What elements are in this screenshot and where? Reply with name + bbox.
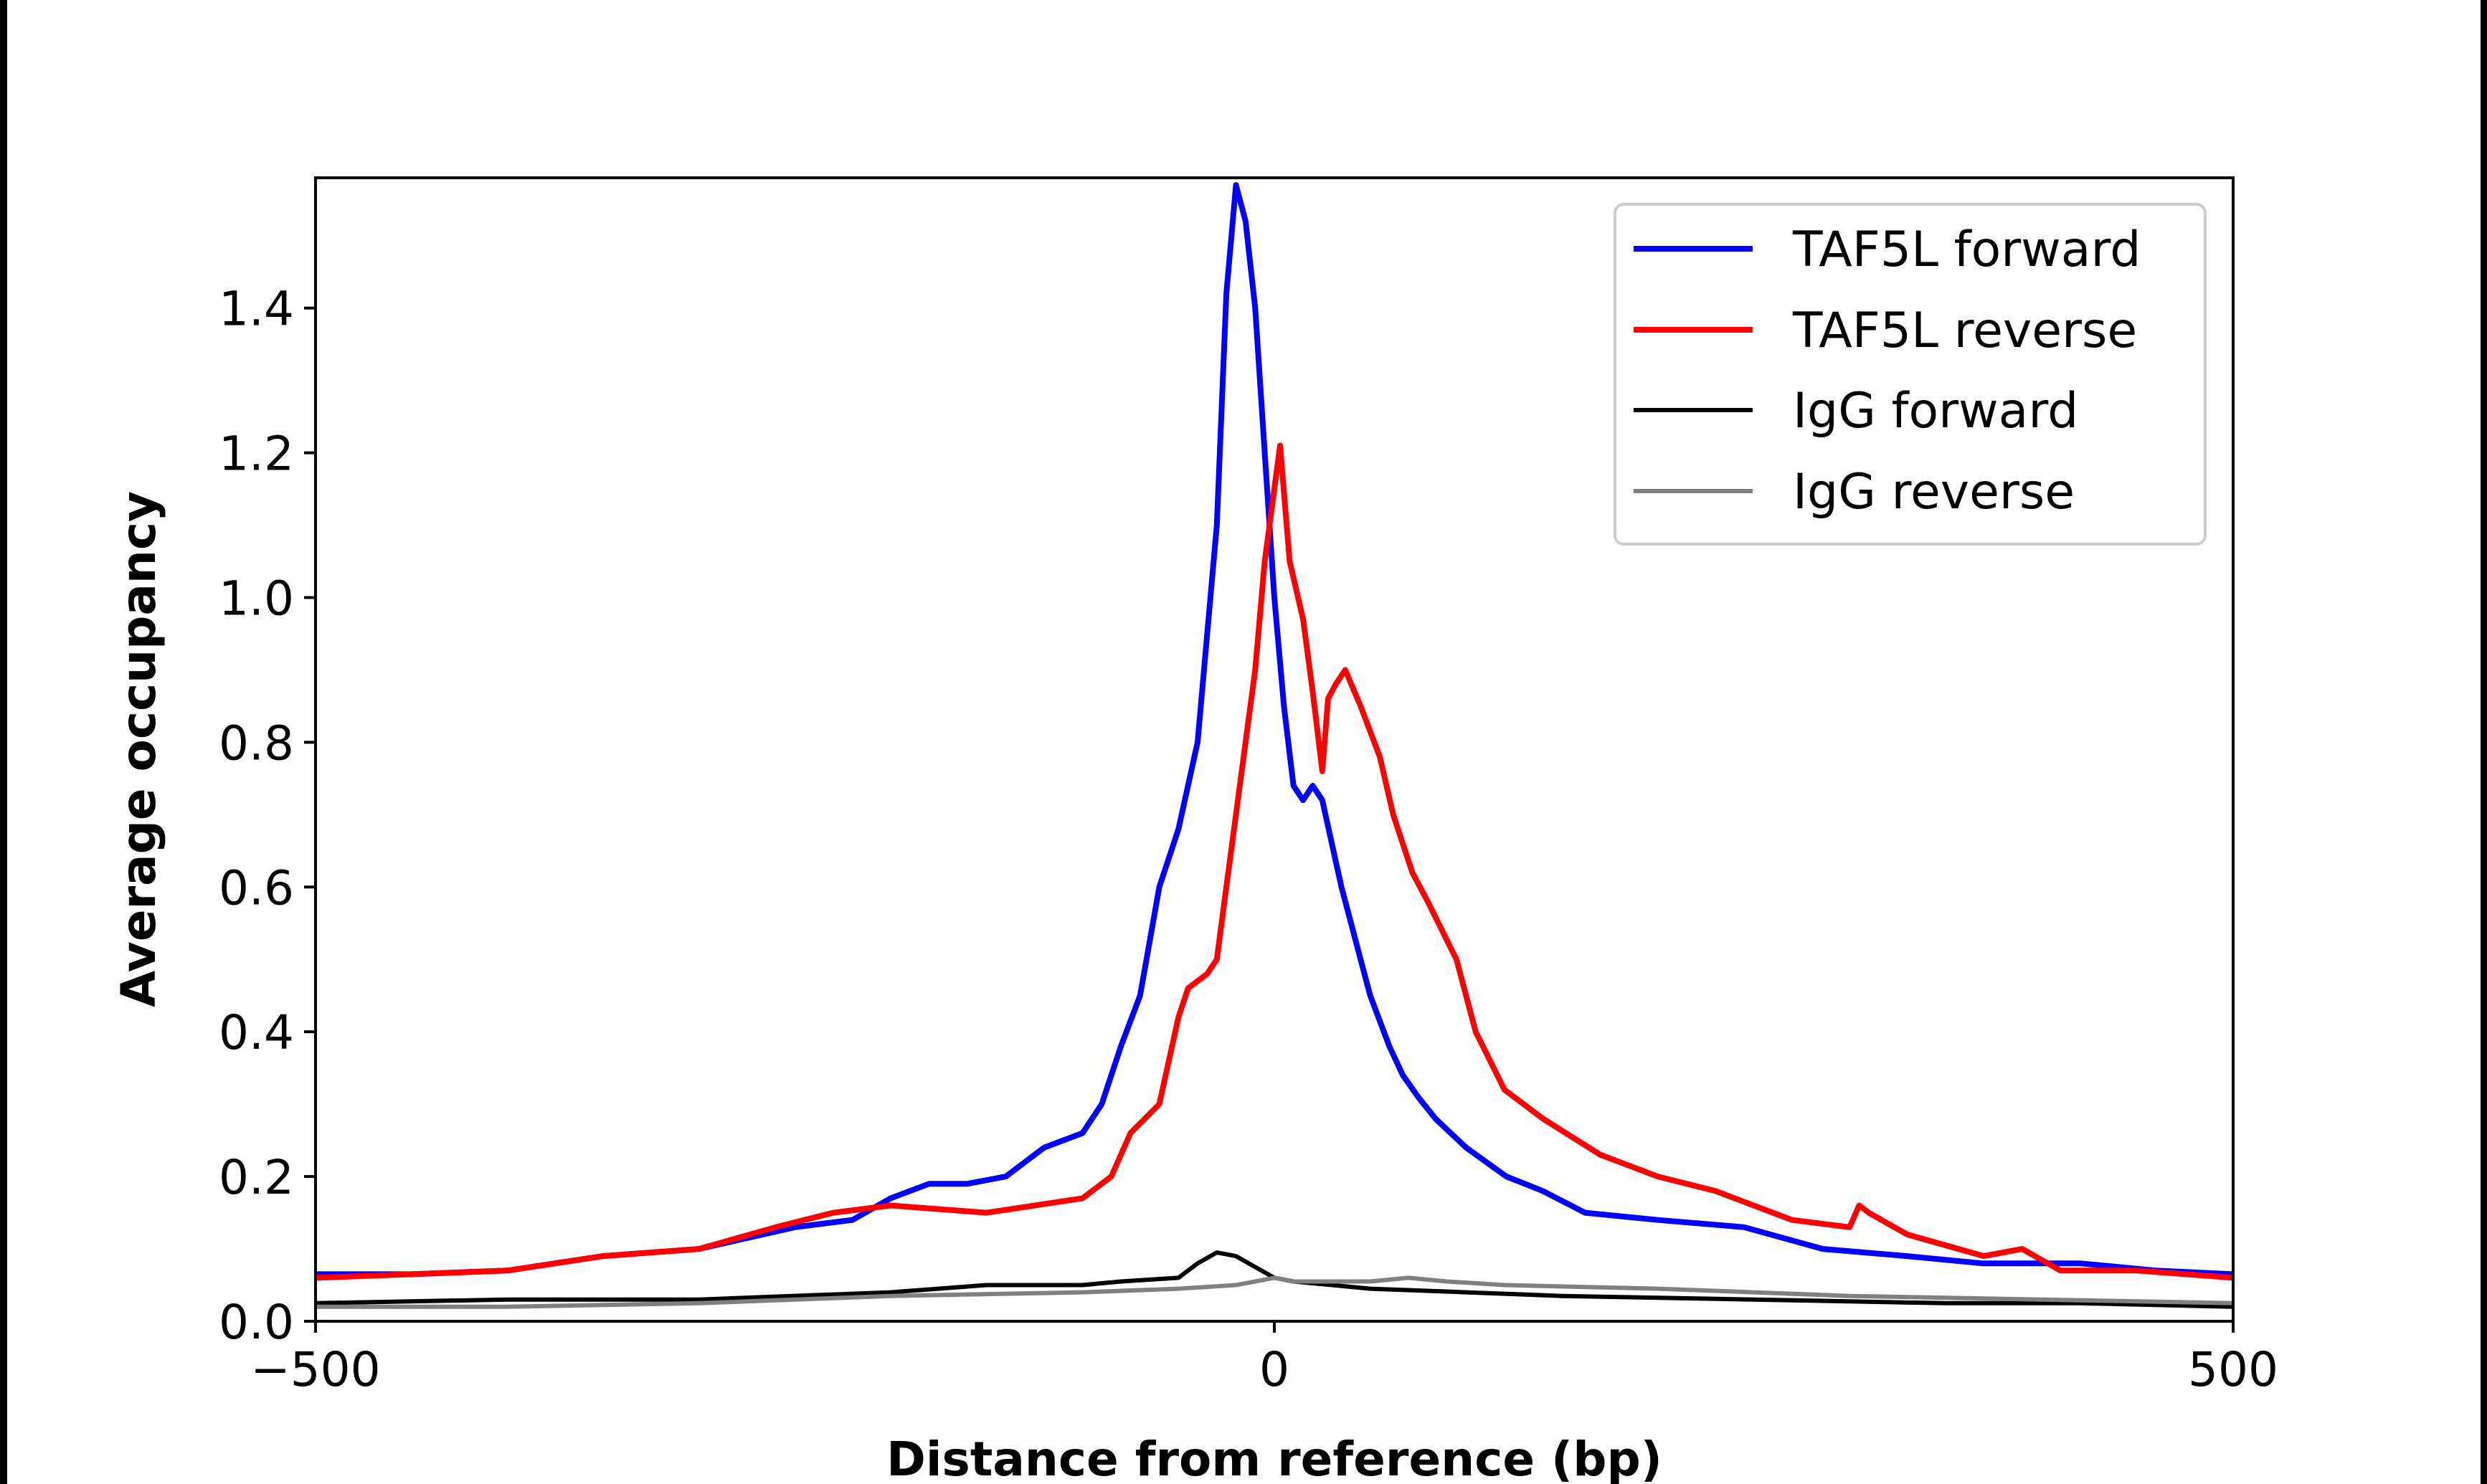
series-line-igg-forward xyxy=(315,1250,2234,1309)
legend: TAF5L forward TAF5L reverse IgG forward IgG… xyxy=(1614,203,2207,546)
right-border-bar xyxy=(2481,0,2487,1484)
x-tick-label: −500 xyxy=(250,1342,380,1397)
y-tick-label: 0.2 xyxy=(219,1150,294,1205)
legend-label: TAF5L forward xyxy=(1792,222,2141,278)
y-tick-label: 0.6 xyxy=(219,860,294,915)
x-tick-label: 500 xyxy=(2188,1342,2278,1397)
y-tick-label: 1.4 xyxy=(219,282,294,337)
y-axis-label: Average occupancy xyxy=(111,491,166,1007)
y-tick-label: 0.8 xyxy=(219,715,294,771)
y-tick-label: 0.0 xyxy=(219,1295,294,1350)
y-tick-label: 0.4 xyxy=(219,1005,294,1060)
series-layer xyxy=(315,182,2234,1309)
legend-label: IgG reverse xyxy=(1793,464,2075,520)
legend-label: IgG forward xyxy=(1793,383,2078,439)
legend-box xyxy=(1614,203,2207,546)
y-tick-label: 1.0 xyxy=(219,571,294,627)
series-line-taf5l-reverse xyxy=(315,442,2234,1281)
left-border-bar xyxy=(0,0,7,1484)
series-line-taf5l-forward xyxy=(316,182,2234,1278)
series-line-igg-reverse xyxy=(316,1275,2234,1309)
legend-label: TAF5L reverse xyxy=(1792,303,2137,359)
ticks-layer: −500 0 500 0.0 0.2 0.4 0.6 0.8 1.0 1.2 1.4 xyxy=(219,282,2278,1397)
x-tick-label: 0 xyxy=(1259,1342,1289,1397)
x-axis-label: Distance from reference (bp) xyxy=(886,1432,1662,1484)
y-tick-label: 1.2 xyxy=(219,427,294,482)
